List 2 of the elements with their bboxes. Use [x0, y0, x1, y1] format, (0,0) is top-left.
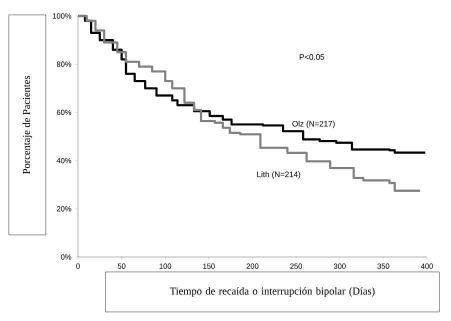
y-axis-title: Porcentaje de Pacientes: [22, 76, 32, 174]
x-axis-title: Tiempo de recaída o interrupción bipolar (Días): [170, 287, 375, 297]
